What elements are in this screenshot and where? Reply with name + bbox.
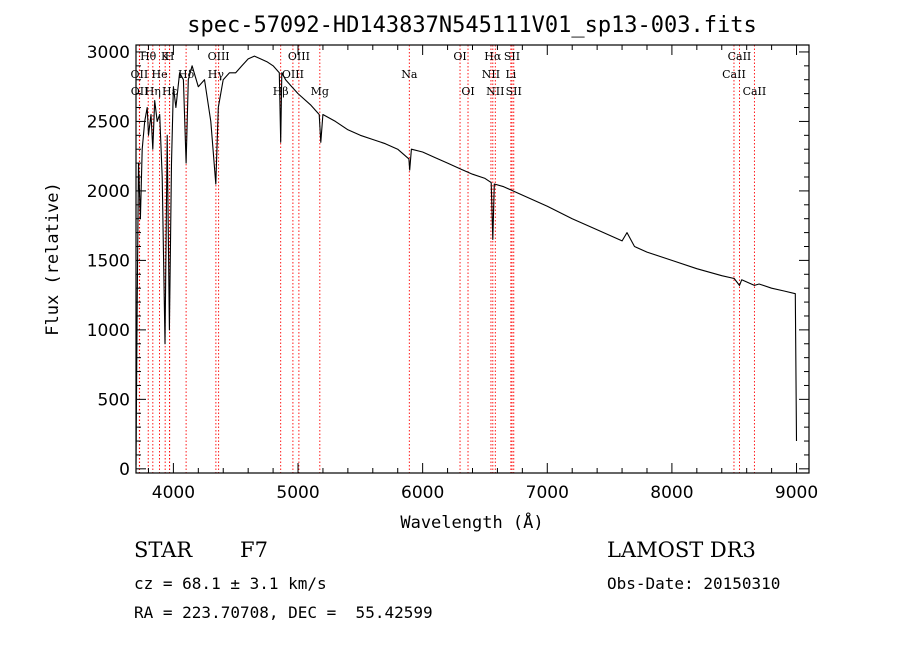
line-label-11: Hβ bbox=[273, 85, 289, 98]
y-tick-label: 1000 bbox=[87, 321, 130, 341]
subclass: F7 bbox=[240, 538, 268, 562]
line-label-4: He bbox=[152, 68, 168, 81]
coordinates: RA = 223.70708, DEC = 55.42599 bbox=[134, 603, 433, 622]
line-label-18: Hα bbox=[484, 50, 502, 63]
plot-frame bbox=[135, 44, 810, 474]
line-label-14: Mg bbox=[311, 85, 329, 98]
line-label-17: OI bbox=[461, 85, 474, 98]
line-label-12: OIII bbox=[288, 50, 310, 63]
x-axis-label: Wavelength (Å) bbox=[400, 511, 543, 533]
line-label-15: Na bbox=[401, 68, 418, 81]
y-tick-label: 1500 bbox=[87, 251, 130, 271]
x-tick-label: 9000 bbox=[775, 483, 818, 503]
object-class: STAR bbox=[134, 538, 193, 562]
line-label-1: OII bbox=[131, 68, 149, 81]
chart-title: spec-57092-HD143837N545111V01_sp13-003.f… bbox=[187, 13, 757, 38]
x-tick-label: 7000 bbox=[526, 483, 569, 503]
line-label-2: OII bbox=[131, 85, 149, 98]
line-label-13: OIII bbox=[282, 68, 304, 81]
line-label-20: NII bbox=[486, 85, 504, 98]
axes: 4000 5000 6000 7000 8000 9000 0 500 1000 1500 2000… bbox=[87, 43, 818, 503]
line-label-9: OIII bbox=[208, 50, 230, 63]
line-label-26: CaII bbox=[743, 85, 767, 98]
y-tick-label: 3000 bbox=[87, 43, 130, 63]
line-markers bbox=[138, 45, 755, 473]
y-axis-label: Flux (relative) bbox=[43, 182, 63, 336]
line-label-23: SII bbox=[506, 85, 522, 98]
line-label-25: CaII bbox=[722, 68, 746, 81]
line-label-6: H bbox=[165, 50, 175, 63]
redshift-cz: cz = 68.1 ± 3.1 km/s bbox=[134, 574, 327, 593]
line-label-3: K bbox=[161, 50, 170, 63]
line-label-0: Hθ bbox=[140, 50, 157, 63]
x-tick-label: 8000 bbox=[650, 483, 693, 503]
line-label-10: Hγ bbox=[208, 68, 225, 81]
spectrum-line bbox=[135, 55, 798, 465]
line-label-24: CaII bbox=[728, 50, 752, 63]
survey-name: LAMOST DR3 bbox=[607, 538, 756, 562]
obs-date: Obs-Date: 20150310 bbox=[607, 574, 781, 593]
line-label-22: Li bbox=[505, 68, 516, 81]
line-label-8: Hε bbox=[162, 85, 178, 98]
y-tick-label: 2500 bbox=[87, 112, 130, 132]
spectrum-series bbox=[135, 55, 798, 465]
y-tick-label: 0 bbox=[119, 460, 130, 480]
line-label-7: Hδ bbox=[178, 68, 195, 81]
x-tick-label: 4000 bbox=[152, 483, 195, 503]
line-label-21: SII bbox=[504, 50, 520, 63]
y-tick-label: 500 bbox=[98, 390, 130, 410]
line-label-5: Hη bbox=[145, 85, 161, 98]
line-label-16: OI bbox=[453, 50, 466, 63]
y-tick-label: 2000 bbox=[87, 182, 130, 202]
x-tick-label: 6000 bbox=[401, 483, 444, 503]
x-tick-label: 5000 bbox=[276, 483, 319, 503]
line-label-19: NII bbox=[482, 68, 500, 81]
